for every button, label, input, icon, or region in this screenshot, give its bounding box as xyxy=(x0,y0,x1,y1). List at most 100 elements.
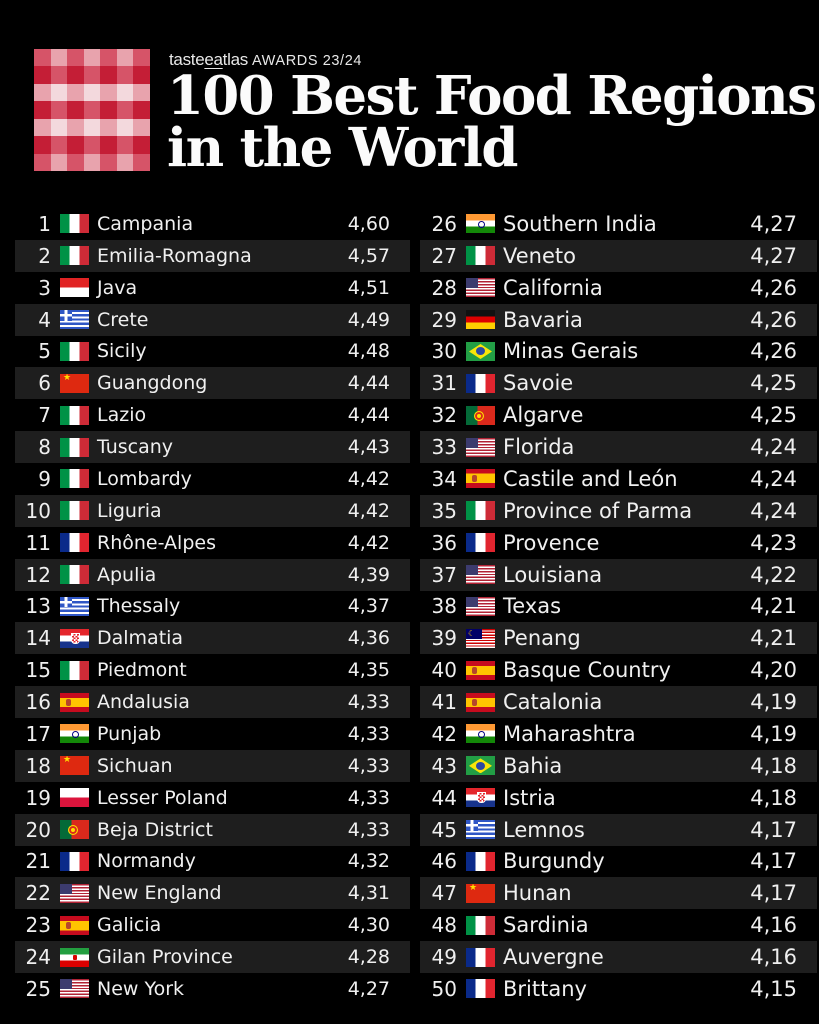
rank-number: 1 xyxy=(38,211,51,236)
flag-us-icon xyxy=(466,565,495,585)
region-name: Guangdong xyxy=(97,372,208,395)
region-name: Catalonia xyxy=(503,690,603,715)
ranking-row: 50 Brittany 4,15 xyxy=(420,973,817,1005)
rank-number: 21 xyxy=(25,849,51,874)
ranking-column-left: 1 Campania 4,60 2 Emilia-Romagna 4,57 3 Java 4,5… xyxy=(15,208,410,1005)
ranking-row: 36 Provence 4,23 xyxy=(420,527,817,559)
region-name: Punjab xyxy=(97,722,162,745)
region-name: Province of Parma xyxy=(503,498,693,523)
gingham-cell xyxy=(67,49,84,67)
gingham-cell xyxy=(50,101,68,119)
ranking-row: 17 Punjab 4,33 xyxy=(15,718,410,750)
region-name: Beja District xyxy=(97,818,213,841)
rating-score: 4,33 xyxy=(347,786,390,809)
region-name: Maharashtra xyxy=(503,721,636,746)
region-name: Algarve xyxy=(503,403,584,428)
region-name: Thessaly xyxy=(97,595,181,618)
gingham-cell xyxy=(67,118,84,137)
gingham-cell xyxy=(83,118,101,137)
gingham-cell xyxy=(34,101,51,119)
rank-number: 14 xyxy=(25,626,51,651)
rating-score: 4,48 xyxy=(347,340,390,363)
page-title: 100 Best Food Regions in the World xyxy=(167,70,817,175)
rank-number: 11 xyxy=(25,530,51,555)
flag-fr-icon xyxy=(466,947,495,967)
rank-number: 39 xyxy=(431,626,457,651)
rank-number: 4 xyxy=(38,307,51,332)
flag-fr-icon xyxy=(466,979,495,999)
rating-score: 4,36 xyxy=(347,627,390,650)
ranking-row: 9 Lombardy 4,42 xyxy=(15,463,410,495)
ranking-row: 1 Campania 4,60 xyxy=(15,208,410,240)
rank-number: 8 xyxy=(38,435,51,460)
flag-es-icon xyxy=(466,469,495,489)
flag-es-icon xyxy=(466,660,495,680)
region-name: Galicia xyxy=(97,914,162,937)
rating-score: 4,27 xyxy=(347,977,390,1000)
gingham-cell xyxy=(83,49,101,67)
gingham-cell xyxy=(50,66,68,84)
rank-number: 3 xyxy=(38,275,51,300)
gingham-cell xyxy=(34,118,51,137)
region-name: California xyxy=(503,275,603,300)
rank-number: 26 xyxy=(431,211,457,236)
rating-score: 4,25 xyxy=(750,371,797,396)
gingham-cell xyxy=(100,153,117,171)
flag-fr-icon xyxy=(466,533,495,553)
rank-number: 27 xyxy=(431,243,457,268)
flag-it-icon xyxy=(60,501,89,521)
rank-number: 29 xyxy=(431,307,457,332)
awards-label: AWARDS 23/24 xyxy=(251,53,363,69)
rank-number: 20 xyxy=(25,817,51,842)
region-name: Basque Country xyxy=(503,658,671,683)
gingham-cell xyxy=(50,118,68,137)
gingham-cell xyxy=(67,136,84,154)
flag-cn-icon xyxy=(60,373,89,393)
region-name: Lazio xyxy=(97,404,147,427)
ranking-row: 26 Southern India 4,27 xyxy=(420,208,817,240)
ranking-row: 35 Province of Parma 4,24 xyxy=(420,494,817,527)
region-name: Sardinia xyxy=(503,913,589,938)
gingham-cell xyxy=(83,136,101,154)
rating-score: 4,17 xyxy=(750,881,797,906)
gingham-cell xyxy=(133,49,150,67)
ranking-row: 25 New York 4,27 xyxy=(15,973,410,1005)
ranking-row: 23 Galicia 4,30 xyxy=(15,909,410,941)
wordmark-underlined: ea xyxy=(204,50,223,69)
ranking-row: 48 Sardinia 4,16 xyxy=(420,909,817,941)
title-line-1: 100 Best Food Regions xyxy=(167,65,817,127)
flag-in-icon xyxy=(466,724,495,744)
rating-score: 4,28 xyxy=(347,946,390,969)
gingham-cell xyxy=(34,136,51,154)
gingham-cell xyxy=(67,101,84,119)
region-name: Louisiana xyxy=(503,562,603,587)
region-name: Hunan xyxy=(503,881,572,906)
rating-score: 4,17 xyxy=(750,817,797,842)
gingham-cell xyxy=(67,153,84,171)
flag-br-icon xyxy=(466,341,495,361)
rank-number: 30 xyxy=(431,339,457,364)
ranking-row: 39 Penang 4,21 xyxy=(420,622,817,655)
region-name: Andalusia xyxy=(97,691,190,714)
rating-score: 4,16 xyxy=(750,913,797,938)
region-name: Veneto xyxy=(503,243,576,268)
rank-number: 42 xyxy=(431,721,457,746)
rank-number: 40 xyxy=(431,658,457,683)
flag-es-icon xyxy=(466,692,495,712)
gingham-cell xyxy=(100,136,117,154)
brand-line: tasteeatlas AWARDS 23/24 xyxy=(169,50,362,70)
rank-number: 28 xyxy=(431,275,457,300)
ranking-row: 20 Beja District 4,33 xyxy=(15,813,410,846)
rank-number: 22 xyxy=(25,881,51,906)
ranking-row: 18 Sichuan 4,33 xyxy=(15,749,410,782)
gingham-cell xyxy=(83,153,101,171)
ranking-row: 15 Piedmont 4,35 xyxy=(15,654,410,686)
region-name: Minas Gerais xyxy=(503,339,639,364)
rating-score: 4,57 xyxy=(347,244,390,267)
gingham-cell xyxy=(67,66,84,84)
gingham-cell xyxy=(34,153,51,171)
region-name: Southern India xyxy=(503,211,657,236)
rank-number: 47 xyxy=(431,881,457,906)
flag-ir-icon xyxy=(60,947,89,967)
rating-score: 4,37 xyxy=(347,595,390,618)
